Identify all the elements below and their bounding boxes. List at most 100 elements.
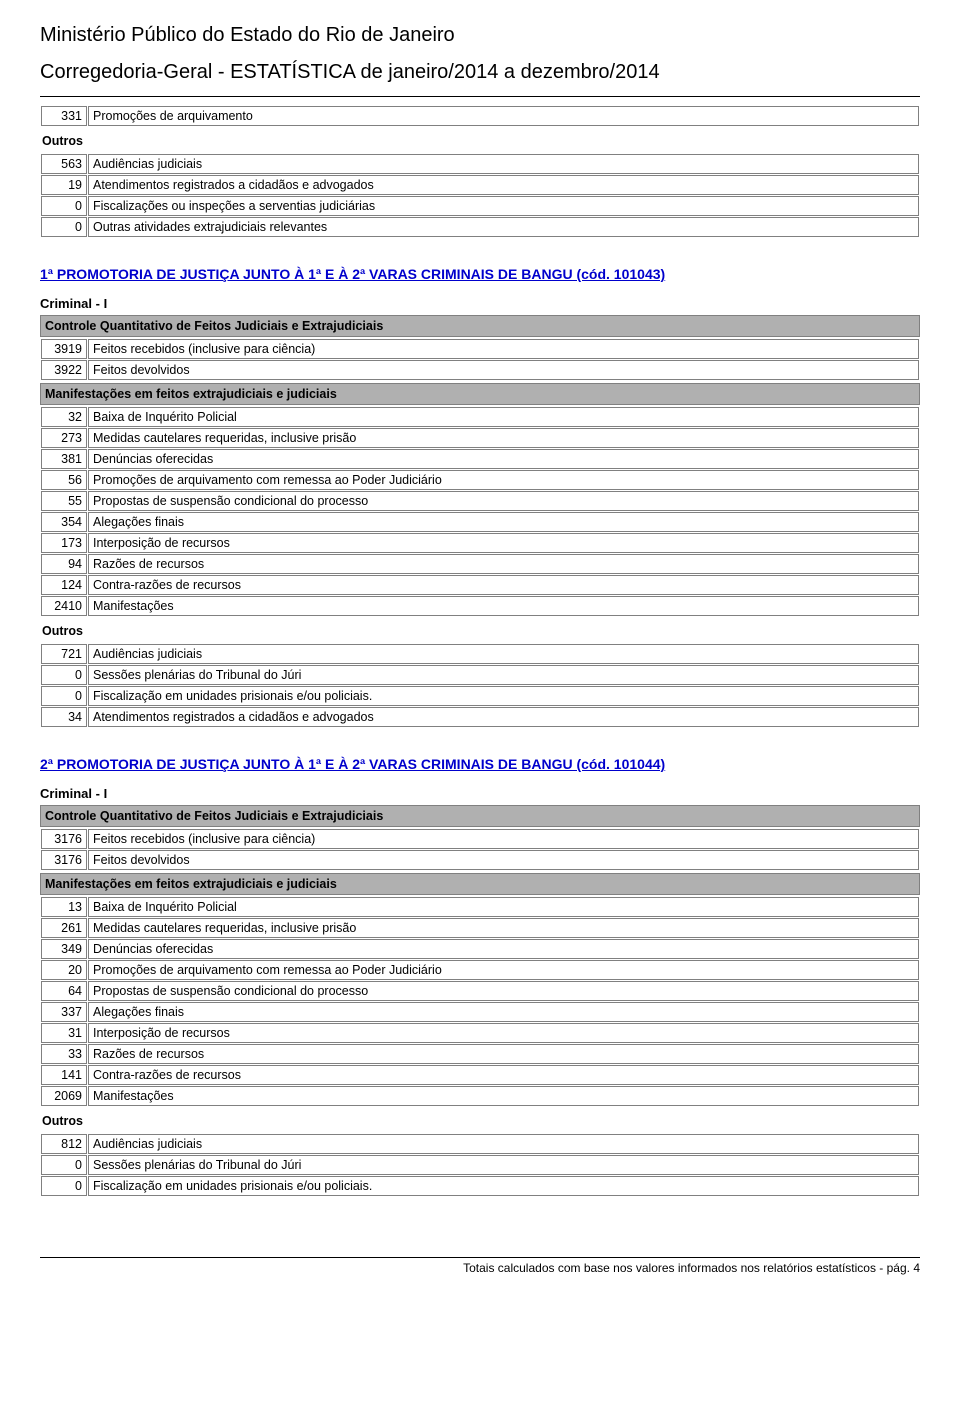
- table-row: 0Fiscalização em unidades prisionais e/o…: [41, 686, 919, 706]
- row-count: 34: [41, 707, 87, 727]
- row-label: Audiências judiciais: [88, 154, 919, 174]
- section1-manif-table: 32Baixa de Inquérito Policial273Medidas …: [40, 406, 920, 617]
- row-label: Interposição de recursos: [88, 1023, 919, 1043]
- row-count: 64: [41, 981, 87, 1001]
- row-label: Atendimentos registrados a cidadãos e ad…: [88, 707, 919, 727]
- page-footer: Totais calculados com base nos valores i…: [40, 1257, 920, 1275]
- row-count: 19: [41, 175, 87, 195]
- table-row: 0Fiscalização em unidades prisionais e/o…: [41, 1176, 919, 1196]
- section1-controle-table: 3919Feitos recebidos (inclusive para ciê…: [40, 338, 920, 381]
- row-label: Razões de recursos: [88, 1044, 919, 1064]
- section2-manif-header: Manifestações em feitos extrajudiciais e…: [40, 873, 920, 895]
- section2-group: Criminal - I: [40, 786, 920, 801]
- row-count: 563: [41, 154, 87, 174]
- row-count: 173: [41, 533, 87, 553]
- row-count: 0: [41, 217, 87, 237]
- row-count: 0: [41, 665, 87, 685]
- section2-controle-body: 3176Feitos recebidos (inclusive para ciê…: [41, 829, 919, 870]
- table-row: 3919Feitos recebidos (inclusive para ciê…: [41, 339, 919, 359]
- row-count: 124: [41, 575, 87, 595]
- row-label: Feitos devolvidos: [88, 360, 919, 380]
- top-table: 331Promoções de arquivamento: [40, 105, 920, 127]
- table-row: 0Sessões plenárias do Tribunal do Júri: [41, 1155, 919, 1175]
- row-count: 3176: [41, 850, 87, 870]
- row-label: Medidas cautelares requeridas, inclusive…: [88, 918, 919, 938]
- table-row: 721Audiências judiciais: [41, 644, 919, 664]
- row-count: 20: [41, 960, 87, 980]
- table-row: 173Interposição de recursos: [41, 533, 919, 553]
- row-count: 13: [41, 897, 87, 917]
- row-label: Feitos recebidos (inclusive para ciência…: [88, 339, 919, 359]
- row-count: 32: [41, 407, 87, 427]
- row-label: Promoções de arquivamento com remessa ao…: [88, 960, 919, 980]
- row-label: Alegações finais: [88, 512, 919, 532]
- row-label: Razões de recursos: [88, 554, 919, 574]
- row-label: Audiências judiciais: [88, 1134, 919, 1154]
- table-row: 0Sessões plenárias do Tribunal do Júri: [41, 665, 919, 685]
- row-label: Audiências judiciais: [88, 644, 919, 664]
- row-label: Denúncias oferecidas: [88, 449, 919, 469]
- table-row: 20Promoções de arquivamento com remessa …: [41, 960, 919, 980]
- row-label: Medidas cautelares requeridas, inclusive…: [88, 428, 919, 448]
- table-row: 56Promoções de arquivamento com remessa …: [41, 470, 919, 490]
- table-row: 3176Feitos devolvidos: [41, 850, 919, 870]
- table-row: 261Medidas cautelares requeridas, inclus…: [41, 918, 919, 938]
- row-count: 0: [41, 686, 87, 706]
- section2-outros-body: 812Audiências judiciais0Sessões plenária…: [41, 1134, 919, 1196]
- row-label: Manifestações: [88, 596, 919, 616]
- row-label: Propostas de suspensão condicional do pr…: [88, 491, 919, 511]
- section1-controle-header: Controle Quantitativo de Feitos Judiciai…: [40, 315, 920, 337]
- top-table-body: 331Promoções de arquivamento: [41, 106, 919, 126]
- row-label: Propostas de suspensão condicional do pr…: [88, 981, 919, 1001]
- section2-manif-table: 13Baixa de Inquérito Policial261Medidas …: [40, 896, 920, 1107]
- section2-manif-body: 13Baixa de Inquérito Policial261Medidas …: [41, 897, 919, 1106]
- row-count: 337: [41, 1002, 87, 1022]
- row-label: Fiscalização em unidades prisionais e/ou…: [88, 686, 919, 706]
- row-count: 141: [41, 1065, 87, 1085]
- section2-controle-header: Controle Quantitativo de Feitos Judiciai…: [40, 805, 920, 827]
- section1-title: 1ª PROMOTORIA DE JUSTIÇA JUNTO À 1ª E À …: [40, 266, 920, 282]
- section1-outros-body: 721Audiências judiciais0Sessões plenária…: [41, 644, 919, 727]
- row-count: 2069: [41, 1086, 87, 1106]
- table-row: 2069Manifestações: [41, 1086, 919, 1106]
- top-outros-label: Outros: [40, 131, 920, 151]
- table-row: 19Atendimentos registrados a cidadãos e …: [41, 175, 919, 195]
- header-divider: [40, 96, 920, 97]
- row-label: Fiscalizações ou inspeções a serventias …: [88, 196, 919, 216]
- row-count: 33: [41, 1044, 87, 1064]
- row-label: Outras atividades extrajudiciais relevan…: [88, 217, 919, 237]
- row-label: Sessões plenárias do Tribunal do Júri: [88, 1155, 919, 1175]
- row-count: 3176: [41, 829, 87, 849]
- section1-manif-header: Manifestações em feitos extrajudiciais e…: [40, 383, 920, 405]
- table-row: 2410Manifestações: [41, 596, 919, 616]
- table-row: 381Denúncias oferecidas: [41, 449, 919, 469]
- row-count: 2410: [41, 596, 87, 616]
- row-label: Atendimentos registrados a cidadãos e ad…: [88, 175, 919, 195]
- row-label: Feitos recebidos (inclusive para ciência…: [88, 829, 919, 849]
- table-row: 563Audiências judiciais: [41, 154, 919, 174]
- table-row: 13Baixa de Inquérito Policial: [41, 897, 919, 917]
- row-label: Denúncias oferecidas: [88, 939, 919, 959]
- table-row: 337Alegações finais: [41, 1002, 919, 1022]
- table-row: 273Medidas cautelares requeridas, inclus…: [41, 428, 919, 448]
- table-row: 32Baixa de Inquérito Policial: [41, 407, 919, 427]
- row-count: 31: [41, 1023, 87, 1043]
- row-count: 812: [41, 1134, 87, 1154]
- row-count: 3919: [41, 339, 87, 359]
- section2-controle-table: 3176Feitos recebidos (inclusive para ciê…: [40, 828, 920, 871]
- row-count: 331: [41, 106, 87, 126]
- row-label: Alegações finais: [88, 1002, 919, 1022]
- row-label: Manifestações: [88, 1086, 919, 1106]
- table-row: 354Alegações finais: [41, 512, 919, 532]
- row-label: Sessões plenárias do Tribunal do Júri: [88, 665, 919, 685]
- row-count: 354: [41, 512, 87, 532]
- row-label: Contra-razões de recursos: [88, 1065, 919, 1085]
- table-row: 64Propostas de suspensão condicional do …: [41, 981, 919, 1001]
- row-label: Fiscalização em unidades prisionais e/ou…: [88, 1176, 919, 1196]
- row-label: Baixa de Inquérito Policial: [88, 897, 919, 917]
- row-label: Contra-razões de recursos: [88, 575, 919, 595]
- row-count: 0: [41, 1176, 87, 1196]
- section1-group: Criminal - I: [40, 296, 920, 311]
- row-count: 721: [41, 644, 87, 664]
- row-label: Promoções de arquivamento: [88, 106, 919, 126]
